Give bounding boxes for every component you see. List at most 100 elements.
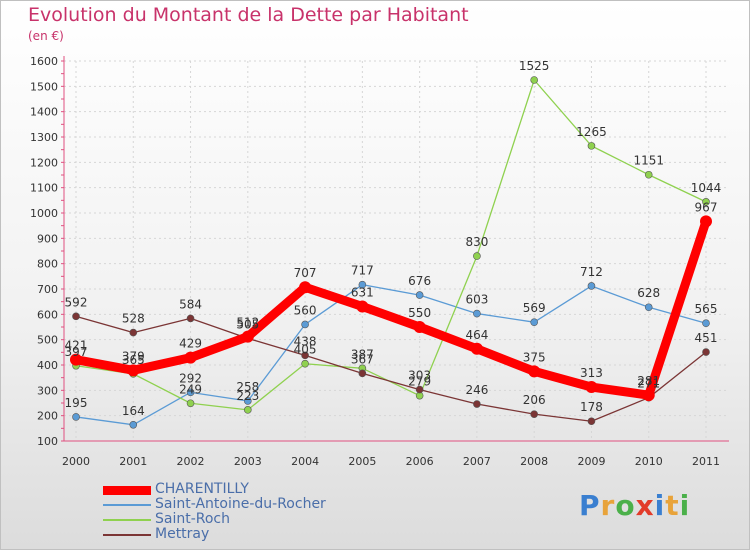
data-point-charentilly <box>470 342 483 355</box>
data-label-charentilly: 550 <box>408 306 431 320</box>
data-point-mettray <box>186 314 195 323</box>
y-tick-label: 400 <box>37 359 58 372</box>
data-point-saint-roch <box>530 76 538 84</box>
data-label-charentilly: 967 <box>695 200 718 214</box>
data-label-mettray: 271 <box>637 377 660 391</box>
data-point-charentilly <box>528 365 541 378</box>
legend-label: Saint-Antoine-du-Rocher <box>155 496 326 512</box>
data-point-mettray <box>530 410 538 418</box>
data-label-saint-antoine-du-rocher: 560 <box>294 303 317 317</box>
data-point-charentilly <box>642 389 655 402</box>
logo-letter: P <box>579 489 601 522</box>
data-label-mettray: 451 <box>695 331 718 345</box>
y-tick-label: 1000 <box>30 207 58 220</box>
data-label-saint-roch: 1525 <box>519 59 550 73</box>
data-point-saint-antoine-du-rocher <box>415 291 424 299</box>
data-label-mettray: 584 <box>179 297 202 311</box>
data-label-charentilly: 464 <box>465 328 488 342</box>
legend-label: Mettray <box>155 526 210 542</box>
y-tick-label: 1400 <box>30 106 58 119</box>
data-label-mettray: 592 <box>65 295 88 309</box>
data-label-saint-antoine-du-rocher: 628 <box>637 286 660 300</box>
data-label-saint-roch: 830 <box>465 235 488 249</box>
y-tick-label: 300 <box>37 384 58 397</box>
data-label-saint-antoine-du-rocher: 717 <box>351 264 374 278</box>
legend-swatch <box>103 485 151 495</box>
data-point-saint-roch <box>644 170 653 179</box>
legend-swatch <box>103 534 151 536</box>
y-tick-label: 800 <box>37 258 58 271</box>
x-tick-label: 2010 <box>635 455 663 468</box>
data-point-mettray <box>301 351 309 360</box>
y-tick-label: 1600 <box>30 55 58 68</box>
data-label-saint-antoine-du-rocher: 712 <box>580 265 603 279</box>
data-point-saint-roch <box>244 406 252 414</box>
legend-label: Saint-Roch <box>155 511 231 527</box>
x-tick-label: 2009 <box>577 455 605 468</box>
data-point-mettray <box>415 385 424 394</box>
x-tick-label: 2001 <box>119 455 147 468</box>
data-label-saint-roch: 405 <box>294 343 317 357</box>
y-tick-label: 1100 <box>30 182 58 195</box>
data-label-saint-antoine-du-rocher: 603 <box>465 293 488 307</box>
data-label-charentilly: 512 <box>236 316 259 330</box>
data-point-mettray <box>72 312 80 321</box>
data-label-saint-antoine-du-rocher: 676 <box>408 274 431 288</box>
data-label-mettray: 438 <box>294 334 317 348</box>
data-point-charentilly <box>700 215 712 228</box>
data-label-charentilly: 707 <box>294 266 317 280</box>
data-label-saint-antoine-du-rocher: 292 <box>179 371 202 385</box>
data-point-saint-roch <box>301 359 309 368</box>
y-tick-label: 700 <box>37 283 58 296</box>
data-point-charentilly <box>413 321 426 333</box>
data-label-charentilly: 421 <box>65 339 88 353</box>
data-label-saint-roch: 249 <box>179 382 202 396</box>
data-label-mettray: 505 <box>236 317 259 331</box>
data-point-saint-antoine-du-rocher <box>244 397 252 405</box>
data-label-saint-roch: 1265 <box>576 125 607 139</box>
series-line-saint-antoine-du-rocher <box>75 284 707 426</box>
data-label-charentilly: 313 <box>580 366 603 380</box>
data-point-saint-antoine-du-rocher <box>72 413 80 421</box>
x-tick-label: 2000 <box>62 455 90 468</box>
data-point-saint-roch <box>186 399 195 408</box>
y-tick-label: 900 <box>37 232 58 245</box>
logo-letter: i <box>654 489 666 522</box>
data-label-saint-roch: 397 <box>65 345 88 359</box>
x-tick-label: 2007 <box>463 455 491 468</box>
logo-letter: o <box>615 489 636 522</box>
legend-swatch <box>103 519 151 521</box>
data-label-saint-antoine-du-rocher: 565 <box>695 302 718 316</box>
data-label-saint-roch: 365 <box>122 353 145 367</box>
data-point-saint-antoine-du-rocher <box>129 420 138 429</box>
x-tick-label: 2002 <box>177 455 205 468</box>
data-point-charentilly <box>70 353 82 366</box>
y-tick-label: 200 <box>37 410 58 423</box>
data-label-saint-roch: 387 <box>351 347 374 361</box>
series-line-charentilly <box>71 216 711 400</box>
data-point-saint-roch <box>473 252 481 260</box>
data-label-mettray: 178 <box>580 400 603 414</box>
data-point-saint-roch <box>587 142 596 150</box>
legend-label: CHARENTILLY <box>155 481 249 497</box>
data-label-saint-roch: 223 <box>236 389 259 403</box>
y-tick-label: 1500 <box>30 80 58 93</box>
legend-swatch <box>103 504 151 506</box>
data-point-saint-antoine-du-rocher <box>644 303 653 312</box>
data-point-charentilly <box>184 351 197 364</box>
x-tick-label: 2011 <box>692 455 720 468</box>
data-label-mettray: 246 <box>465 383 488 397</box>
data-point-saint-antoine-du-rocher <box>702 319 710 328</box>
data-label-saint-antoine-du-rocher: 258 <box>236 380 259 394</box>
y-tick-label: 500 <box>37 334 58 347</box>
data-label-charentilly: 379 <box>122 349 145 363</box>
chart-title: Evolution du Montant de la Dette par Hab… <box>28 4 469 26</box>
data-label-saint-antoine-du-rocher: 195 <box>65 396 88 410</box>
y-tick-label: 1300 <box>30 131 58 144</box>
data-point-saint-antoine-du-rocher <box>530 318 538 326</box>
data-point-saint-antoine-du-rocher <box>358 280 367 289</box>
data-label-saint-antoine-du-rocher: 164 <box>122 404 145 418</box>
logo-letter: i <box>679 489 691 522</box>
data-label-saint-roch: 1044 <box>691 181 722 195</box>
